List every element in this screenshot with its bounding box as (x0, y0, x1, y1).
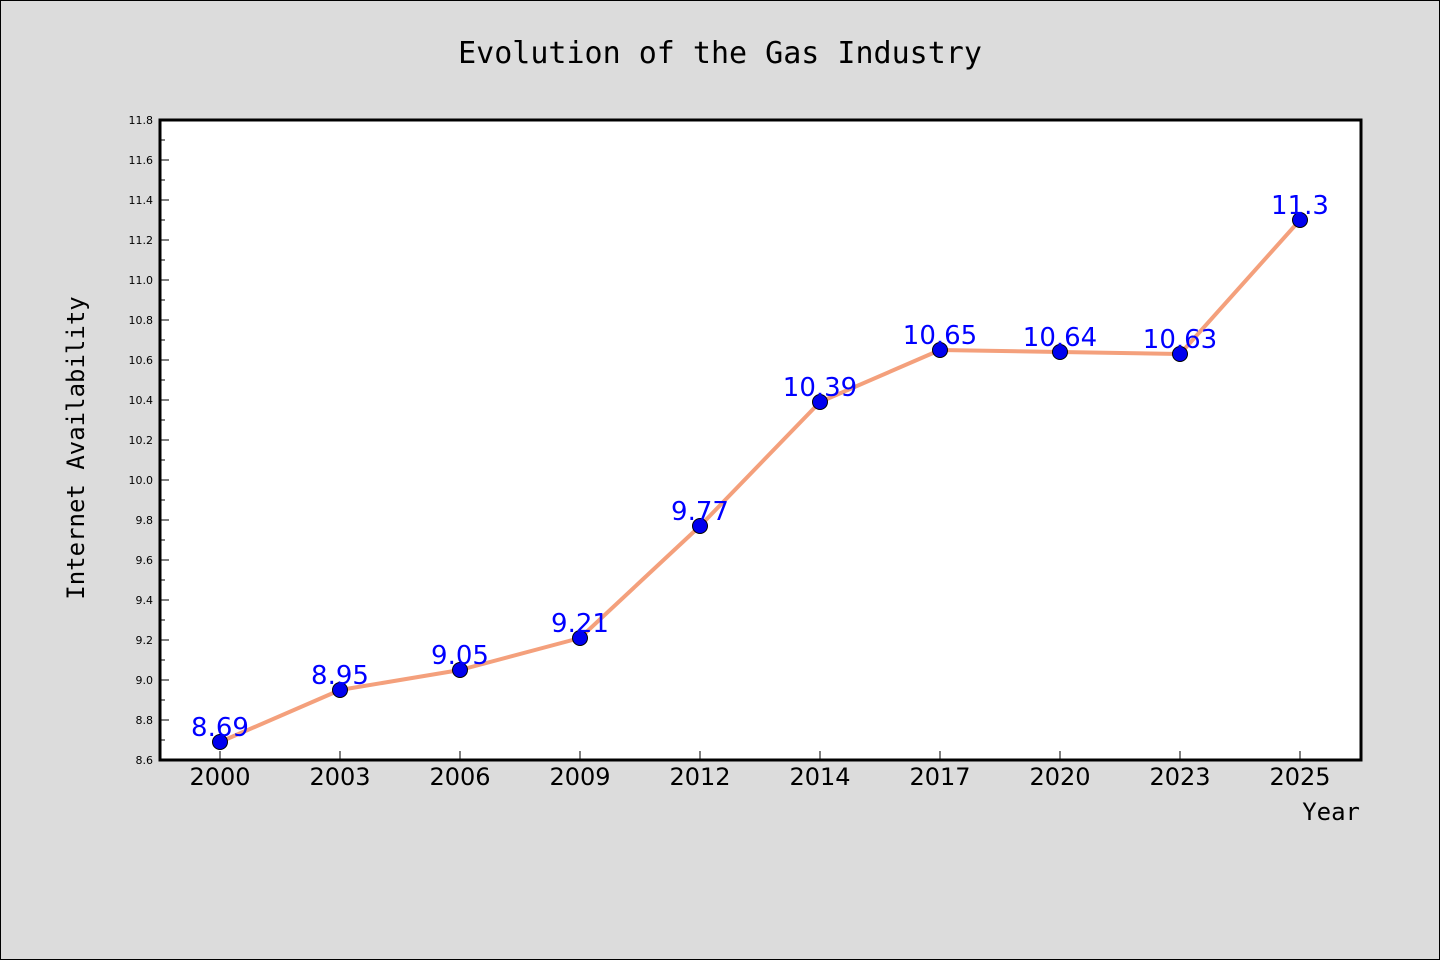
y-tick-label: 9.0 (136, 674, 154, 687)
x-tick-label: 2023 (1149, 763, 1210, 791)
y-tick-label: 11.6 (129, 154, 154, 167)
x-tick-label: 2014 (789, 763, 850, 791)
y-axis-title: Internet Availability (62, 296, 90, 599)
data-point (1292, 212, 1308, 228)
x-tick-label: 2017 (909, 763, 970, 791)
y-tick-label: 9.4 (136, 594, 154, 607)
data-labels: 8.69 8.95 9.05 9.21 9.77 10.39 10.65 10.64 10.63… (191, 191, 1329, 743)
chart-title: Evolution of the Gas Industry (458, 36, 982, 71)
y-tick-label: 11.4 (129, 194, 154, 207)
data-point (1052, 344, 1068, 360)
y-tick-label: 9.8 (136, 514, 154, 527)
data-label: 8.69 (191, 713, 249, 743)
data-point (452, 662, 468, 678)
x-tick-label: 2012 (669, 763, 730, 791)
data-point (212, 734, 228, 750)
x-axis-title: Year (1302, 798, 1360, 826)
series-layer (212, 212, 1308, 750)
data-point (932, 342, 948, 358)
y-tick-label: 10.0 (129, 474, 154, 487)
data-label: 10.65 (903, 321, 977, 351)
y-tick-label: 10.6 (129, 354, 154, 367)
x-tick-label: 2009 (549, 763, 610, 791)
x-tick-label: 2006 (429, 763, 490, 791)
data-label: 10.64 (1023, 323, 1097, 353)
data-label: 9.21 (551, 609, 609, 639)
y-tick-label: 10.2 (129, 434, 154, 447)
y-tick-label: 10.4 (129, 394, 154, 407)
x-tick-label: 2000 (189, 763, 250, 791)
data-point (572, 630, 588, 646)
data-point (692, 518, 708, 534)
data-label: 10.63 (1143, 325, 1217, 355)
x-tick-label: 2003 (309, 763, 370, 791)
data-point (1172, 346, 1188, 362)
data-label: 8.95 (311, 661, 369, 691)
y-tick-label: 11.0 (129, 274, 154, 287)
y-axis: 8.6 8.8 9.0 9.2 9.4 9.6 9.8 10.0 10.2 10.4 10.6 10.… (129, 114, 169, 767)
y-tick-label: 9.6 (136, 554, 154, 567)
data-point (332, 682, 348, 698)
data-label: 11.3 (1271, 191, 1329, 221)
data-label: 10.39 (783, 373, 857, 403)
y-tick-label: 11.2 (129, 234, 154, 247)
data-label: 9.77 (671, 497, 729, 527)
y-tick-label: 8.6 (136, 754, 154, 767)
y-tick-label: 10.8 (129, 314, 154, 327)
x-axis: 2000 2003 2006 2009 2012 2014 2017 2020 2023 2025 (189, 751, 1331, 791)
x-tick-label: 2025 (1269, 763, 1330, 791)
y-tick-label: 11.8 (129, 114, 154, 127)
data-point (812, 394, 828, 410)
series-line (218, 218, 1302, 744)
x-tick-label: 2020 (1029, 763, 1090, 791)
plot-area (158, 118, 1363, 762)
y-tick-label: 9.2 (136, 634, 154, 647)
y-tick-label: 8.8 (136, 714, 154, 727)
data-label: 9.05 (431, 641, 489, 671)
